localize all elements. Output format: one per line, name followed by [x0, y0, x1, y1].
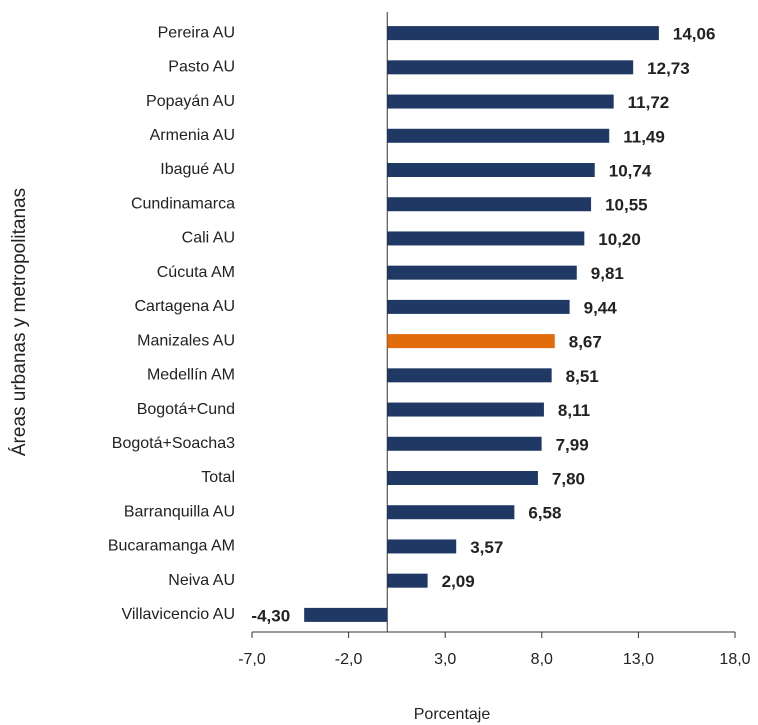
bar — [387, 299, 570, 314]
y-tick-label: Bogotá+Cund — [137, 401, 235, 418]
y-tick-label: Pasto AU — [168, 59, 235, 76]
bar — [387, 505, 515, 520]
value-label: 2,09 — [442, 572, 475, 591]
x-tick-label: 13,0 — [623, 651, 654, 668]
y-tick-label: Manizales AU — [137, 332, 235, 349]
value-label: 9,81 — [591, 264, 624, 283]
bar — [387, 402, 544, 417]
x-tick-label: 3,0 — [434, 651, 456, 668]
y-tick-label: Neiva AU — [168, 572, 235, 589]
y-tick-label: Medellín AM — [147, 367, 235, 384]
y-tick-label: Popayán AU — [146, 93, 235, 110]
value-label: 12,73 — [647, 59, 690, 78]
x-tick-label: 18,0 — [719, 651, 750, 668]
y-tick-label: Total — [201, 469, 235, 486]
y-tick-label: Cúcuta AM — [157, 264, 235, 281]
value-label: 10,20 — [598, 230, 641, 249]
bar — [387, 539, 457, 554]
x-tick-label: -7,0 — [238, 651, 266, 668]
y-tick-label: Bogotá+Soacha3 — [112, 435, 235, 452]
bar — [387, 436, 542, 451]
y-tick-label: Barranquilla AU — [124, 503, 235, 520]
y-tick-label: Armenia AU — [150, 127, 235, 144]
value-label: 8,51 — [566, 367, 599, 386]
x-axis-label: Porcentaje — [414, 706, 491, 723]
value-label: 8,11 — [558, 401, 590, 420]
y-axis-label: Áreas urbanas y metropolitanas — [9, 188, 30, 456]
bar — [387, 573, 428, 588]
value-label: 7,80 — [552, 469, 585, 488]
bar — [387, 26, 659, 41]
y-tick-label: Cali AU — [182, 230, 235, 247]
y-tick-label: Cundinamarca — [131, 195, 235, 212]
y-tick-label: Pereira AU — [158, 24, 235, 41]
bar — [387, 368, 552, 383]
value-label: 11,72 — [628, 93, 670, 112]
x-tick-label: 8,0 — [531, 651, 553, 668]
bar — [387, 334, 555, 349]
y-tick-label: Villavicencio AU — [121, 606, 235, 623]
y-tick-label: Ibagué AU — [160, 161, 235, 178]
value-label: 10,74 — [609, 161, 652, 180]
value-label: 11,49 — [623, 127, 665, 146]
y-tick-label: Cartagena AU — [134, 298, 235, 315]
value-label: 3,57 — [470, 538, 503, 557]
value-label: 6,58 — [528, 504, 561, 523]
x-tick-label: -2,0 — [335, 651, 363, 668]
bar — [387, 197, 592, 212]
bar — [387, 471, 538, 485]
value-label: 10,55 — [605, 196, 648, 215]
value-label: 14,06 — [673, 25, 716, 44]
value-label: 7,99 — [556, 435, 589, 454]
value-label: -4,30 — [251, 606, 290, 625]
bar — [387, 231, 585, 246]
bar — [304, 607, 388, 622]
y-tick-label: Bucaramanga AM — [108, 538, 235, 555]
bar — [387, 94, 614, 109]
value-label: 8,67 — [569, 333, 602, 352]
bar — [387, 60, 634, 75]
bar — [387, 265, 577, 280]
bar — [387, 163, 595, 177]
bar — [387, 128, 610, 143]
value-label: 9,44 — [584, 298, 618, 317]
